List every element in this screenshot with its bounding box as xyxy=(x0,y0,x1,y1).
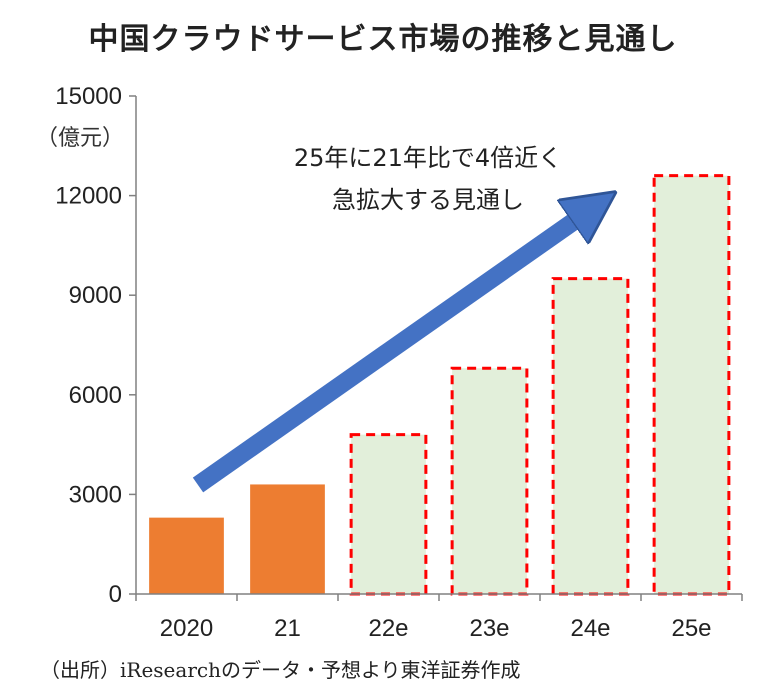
y-axis-ticks: 0 3000 6000 9000 12000 15000 xyxy=(55,83,136,608)
x-tick-label: 2020 xyxy=(160,615,213,642)
axes-group xyxy=(135,96,743,601)
x-tick-label: 24e xyxy=(570,615,610,642)
forecast-bar xyxy=(652,174,731,596)
y-tick-label: 3000 xyxy=(69,481,122,508)
x-axis-labels: 2020 21 22e 23e 24e 25e xyxy=(160,615,712,642)
forecast-bar xyxy=(450,366,529,596)
y-axis-unit-label: （億元） xyxy=(36,126,125,151)
y-tick-label: 6000 xyxy=(69,382,122,409)
x-tick-label: 25e xyxy=(671,615,711,642)
y-tick-label: 0 xyxy=(109,581,122,608)
x-tick-label: 23e xyxy=(469,615,509,642)
x-tick-label: 21 xyxy=(274,615,301,642)
annotation-line-2: 急拡大する見通し xyxy=(332,186,524,214)
annotation-line-1: 25年に21年比で4倍近く xyxy=(294,144,562,172)
bars-group xyxy=(149,174,731,596)
forecast-bar xyxy=(551,277,630,596)
chart-title: 中国クラウドサービス市場の推移と見通し xyxy=(88,22,678,57)
x-tick-label: 22e xyxy=(368,615,408,642)
y-tick-label: 9000 xyxy=(69,282,122,309)
source-note: （出所）iResearchのデータ・予想より東洋証券作成 xyxy=(40,658,521,682)
y-tick-label: 15000 xyxy=(55,83,122,110)
trend-arrow xyxy=(192,210,590,493)
actual-bar xyxy=(250,484,325,594)
forecast-bar xyxy=(349,433,428,596)
actual-bar xyxy=(149,517,224,594)
y-tick-label: 12000 xyxy=(55,183,122,210)
